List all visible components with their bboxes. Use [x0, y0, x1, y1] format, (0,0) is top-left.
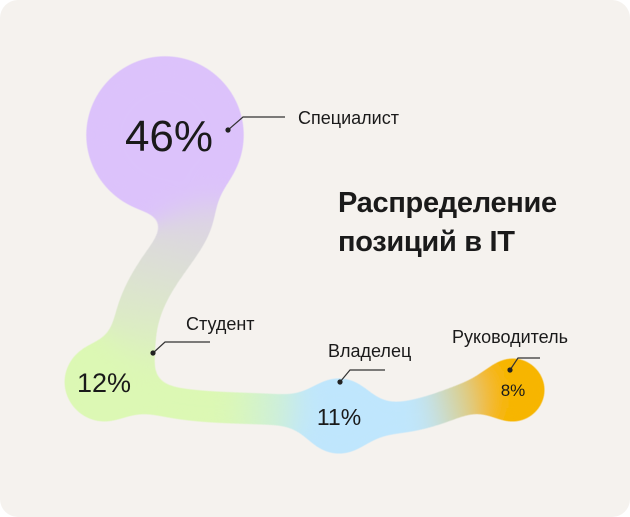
leader-dot-2	[337, 379, 343, 385]
bubble-student	[64, 342, 144, 422]
bubble-specialist	[87, 57, 243, 213]
leader-dot-1	[150, 350, 156, 356]
leader-dot-3	[507, 367, 513, 373]
category-label-student: Студент	[186, 314, 255, 334]
leader-lines	[150, 116, 540, 385]
category-label-owner: Владелец	[328, 341, 411, 361]
chart-title-line-1: Распределение	[338, 187, 557, 219]
value-label-student: 12%	[77, 368, 131, 398]
leader-dot-0	[225, 127, 231, 133]
leader-line-1	[152, 341, 210, 354]
leader-line-0	[227, 116, 285, 131]
value-label-specialist: 46%	[125, 112, 213, 161]
category-label-manager: Руководитель	[452, 327, 568, 347]
bubble-owner	[300, 377, 378, 455]
leader-line-2	[339, 369, 385, 383]
bubble-manager	[480, 357, 546, 423]
category-label-specialist: Специалист	[298, 108, 399, 128]
leader-line-3	[509, 357, 540, 371]
value-label-manager: 8%	[501, 381, 526, 400]
bubbles-group	[64, 57, 546, 455]
value-label-owner: 11%	[317, 404, 361, 430]
chart-title-line-2: позиций в IT	[338, 226, 515, 258]
